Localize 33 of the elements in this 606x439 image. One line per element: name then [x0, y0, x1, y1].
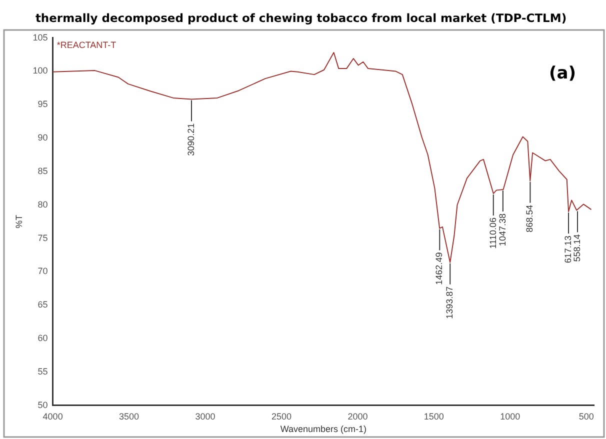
- y-tick-label: 80: [38, 199, 48, 210]
- x-tick-label: 1500: [424, 411, 444, 422]
- annotation: 558.14: [572, 234, 582, 262]
- y-tick-label: 90: [38, 132, 48, 143]
- y-tick-label: 85: [38, 166, 48, 176]
- x-tick-label: 4000: [42, 411, 63, 422]
- annotation: 3090.21: [186, 123, 196, 156]
- y-tick-label: 75: [38, 232, 48, 243]
- annotation: *REACTANT-T: [56, 40, 117, 50]
- annotation: 1393.87: [444, 286, 455, 319]
- x-tick-label: 2500: [271, 411, 292, 422]
- x-tick-label: 1000: [500, 411, 520, 422]
- y-tick-label: 55: [38, 366, 48, 376]
- x-tick-label: 500: [578, 411, 594, 422]
- x-tick-label: 2000: [348, 411, 368, 422]
- annotation: 1047.38: [497, 214, 508, 246]
- chart-title: thermally decomposed product of chewing tobacco from local market (TDP-CTLM): [35, 10, 567, 25]
- annotation: 1110.06: [488, 218, 498, 249]
- y-tick-label: 70: [38, 266, 48, 276]
- y-tick-label: 60: [38, 333, 48, 344]
- y-tick-label: 50: [38, 400, 48, 410]
- annotation: (a): [548, 64, 576, 84]
- y-tick-label: 100: [32, 66, 48, 76]
- y-axis-title: %T: [14, 214, 24, 228]
- annotation: 617.13: [563, 236, 574, 264]
- x-tick-label: 3500: [119, 411, 140, 422]
- x-tick-label: 3000: [195, 411, 216, 422]
- x-axis-title: Wavenumbers (cm-1): [280, 424, 366, 434]
- y-tick-label: 95: [38, 99, 48, 110]
- y-tick-label: 105: [32, 32, 48, 42]
- annotation: 1462.49: [434, 252, 444, 285]
- annotation: 868.54: [524, 204, 535, 232]
- y-tick-label: 65: [38, 300, 48, 310]
